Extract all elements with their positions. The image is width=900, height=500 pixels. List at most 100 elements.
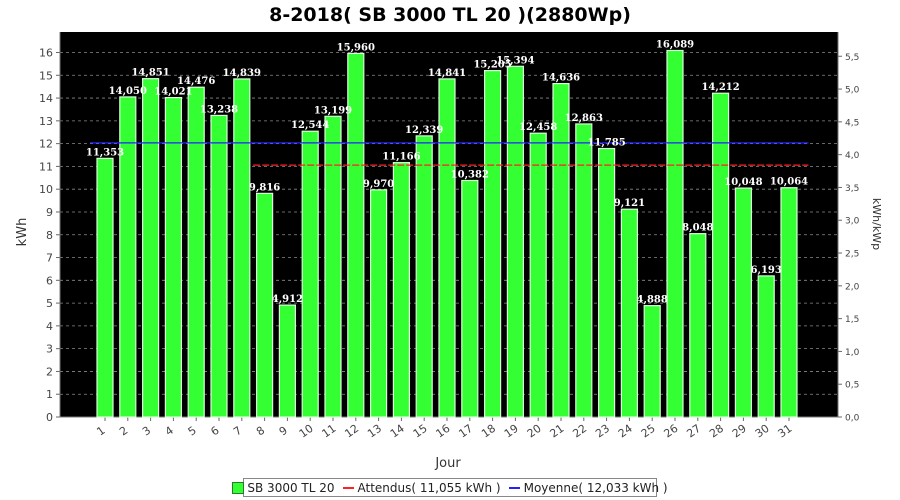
x-tick-label: 22 xyxy=(570,422,589,441)
y-tick-label: 9 xyxy=(46,206,53,219)
bar-value-label: 14,851 xyxy=(131,68,169,79)
bar xyxy=(256,192,274,418)
y2-tick-label: 0,0 xyxy=(845,414,860,424)
x-tick-label: 23 xyxy=(593,422,612,441)
y2-axis-label: kWh/kWp xyxy=(870,198,883,250)
bar xyxy=(210,114,228,418)
y-tick-label: 16 xyxy=(39,47,53,60)
y2-tick-label: 2,0 xyxy=(845,282,860,292)
x-tick-label: 13 xyxy=(365,422,384,441)
bar-value-label: 10,048 xyxy=(724,177,762,188)
y-tick-label: 3 xyxy=(46,343,53,356)
bar xyxy=(620,208,639,418)
x-tick-label: 10 xyxy=(297,422,316,441)
x-tick-label: 15 xyxy=(411,422,430,441)
bar xyxy=(164,96,182,418)
bar xyxy=(643,305,661,418)
x-tick-label: 19 xyxy=(502,422,521,441)
x-tick-label: 18 xyxy=(479,422,498,441)
y2-tick-label: 2,5 xyxy=(845,250,859,260)
x-tick-label: 28 xyxy=(707,422,726,441)
bar xyxy=(780,187,798,418)
x-tick-label: 14 xyxy=(388,422,407,441)
bar xyxy=(461,179,479,418)
bar xyxy=(370,189,388,418)
legend-swatch-production xyxy=(232,481,245,494)
x-tick-label: 25 xyxy=(639,422,658,441)
bar-value-label: 14,839 xyxy=(223,68,261,79)
y2-tick-label: 3,0 xyxy=(845,217,860,227)
x-tick-label: 5 xyxy=(186,424,199,439)
bar-value-label: 8,048 xyxy=(682,223,713,234)
bar xyxy=(506,65,524,418)
bar-value-label: 12,339 xyxy=(405,125,443,136)
bar-value-label: 15,394 xyxy=(496,55,534,66)
x-tick-label: 16 xyxy=(434,422,453,441)
bar xyxy=(278,304,296,418)
x-tick-label: 24 xyxy=(616,422,635,441)
bar-value-label: 11,166 xyxy=(382,152,420,163)
y-tick-label: 12 xyxy=(39,138,53,151)
x-tick-label: 12 xyxy=(342,422,361,441)
x-tick-label: 8 xyxy=(254,424,267,439)
legend-item-attendus: Attendus( 11,055 kWh ) xyxy=(342,480,501,495)
legend-label-moyenne: Moyenne( 12,033 kWh ) xyxy=(523,480,668,495)
bar xyxy=(324,115,342,418)
bar-value-label: 14,476 xyxy=(177,76,215,87)
bar-value-label: 15,205 xyxy=(473,60,511,71)
bar-value-label: 15,960 xyxy=(337,42,375,53)
legend-swatch-attendus xyxy=(342,486,354,489)
x-tick-label: 7 xyxy=(231,424,244,439)
x-tick-label: 6 xyxy=(208,424,221,439)
y2-tick-label: 1,0 xyxy=(845,348,860,358)
y-tick-label: 10 xyxy=(39,183,53,196)
y-tick-label: 6 xyxy=(46,274,53,287)
y-tick-label: 8 xyxy=(46,229,53,242)
bar xyxy=(757,275,775,418)
y2-tick-label: 4,0 xyxy=(845,151,860,161)
y-tick-label: 4 xyxy=(46,320,53,333)
bar xyxy=(119,96,137,418)
bar-value-label: 12,544 xyxy=(291,120,329,131)
bar xyxy=(233,78,251,418)
x-tick-label: 29 xyxy=(730,422,749,441)
bar xyxy=(734,187,753,418)
bar xyxy=(392,162,410,418)
bar-value-label: 11,353 xyxy=(86,147,124,158)
bar-value-label: 14,212 xyxy=(701,82,739,93)
bar xyxy=(552,82,570,418)
x-tick-label: 20 xyxy=(525,422,544,441)
y2-tick-label: 5,5 xyxy=(845,53,859,63)
bar-value-label: 12,458 xyxy=(519,122,557,133)
x-tick-label: 3 xyxy=(140,424,153,439)
bar xyxy=(438,78,456,418)
bar xyxy=(484,70,502,418)
bar-value-label: 10,382 xyxy=(451,169,489,180)
bar-value-label: 14,021 xyxy=(154,87,192,98)
legend-label-attendus: Attendus( 11,055 kWh ) xyxy=(357,480,501,495)
legend-item-moyenne: Moyenne( 12,033 kWh ) xyxy=(508,480,668,495)
bar xyxy=(597,147,616,418)
y-tick-label: 15 xyxy=(39,69,53,82)
x-tick-label: 4 xyxy=(163,424,176,439)
y-tick-label: 0 xyxy=(46,411,53,424)
x-tick-label: 26 xyxy=(662,422,681,441)
x-tick-label: 30 xyxy=(753,422,772,441)
x-tick-label: 2 xyxy=(117,424,130,439)
bar-value-label: 14,636 xyxy=(542,73,580,84)
chart-title: 8-2018( SB 3000 TL 20 )(2880Wp) xyxy=(269,4,631,26)
y2-tick-label: 5,0 xyxy=(845,86,860,96)
legend-label-production: SB 3000 TL 20 xyxy=(247,480,335,495)
legend-swatch-moyenne xyxy=(508,486,520,489)
y-tick-label: 13 xyxy=(39,115,53,128)
x-tick-label: 11 xyxy=(320,422,339,441)
y2-tick-label: 1,5 xyxy=(845,315,859,325)
bar xyxy=(301,130,319,418)
bar-value-label: 4,912 xyxy=(272,294,303,305)
bar-value-label: 9,816 xyxy=(249,182,280,193)
x-tick-label: 9 xyxy=(277,424,290,439)
bar-value-label: 13,238 xyxy=(200,104,238,115)
y2-tick-label: 0,5 xyxy=(845,381,859,391)
y2-tick-label: 3,5 xyxy=(845,184,859,194)
